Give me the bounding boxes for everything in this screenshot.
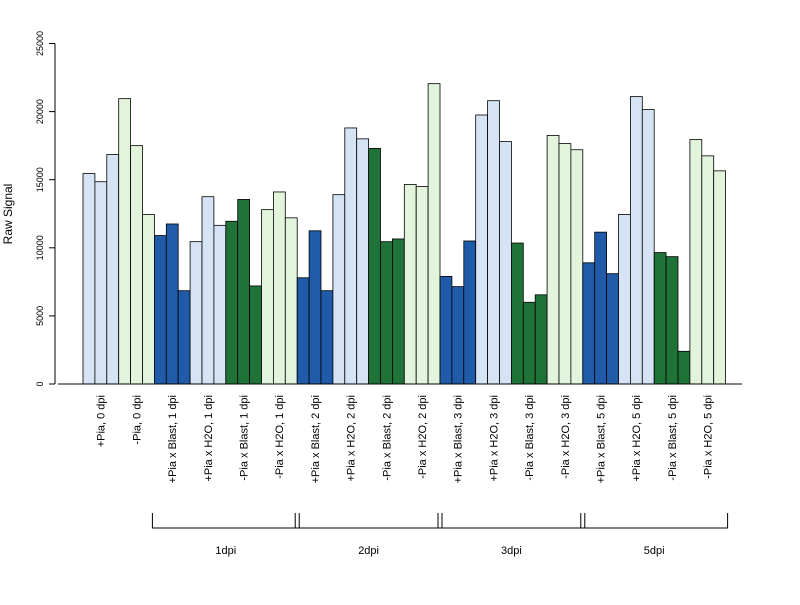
bar [594, 231, 608, 385]
bar [153, 235, 167, 385]
bar [510, 242, 524, 385]
x-category-label: +Pia x H2O, 5 dpi [631, 395, 643, 482]
x-tick-labels: +Pia, 0 dpi -Pia, 0 dpi +Pia x Blast, 1 dp… [96, 395, 715, 483]
x-category-label: -Pia x Blast, 5 dpi [667, 395, 679, 481]
bar [534, 294, 548, 385]
bar [677, 350, 691, 385]
bar [487, 100, 500, 385]
bar [641, 109, 655, 385]
bar [177, 290, 191, 385]
bars-layer [82, 83, 727, 385]
x-category-label: +Pia x Blast, 5 dpi [596, 395, 608, 483]
bar [344, 127, 358, 385]
bar [142, 214, 155, 385]
y-axis-title: Raw Signal [1, 184, 15, 245]
y-tick-label: 25000 [35, 31, 45, 56]
bar [499, 141, 512, 385]
bar [522, 301, 536, 385]
bar [225, 220, 239, 385]
bar [665, 256, 679, 385]
group-label: 5dpi [644, 545, 665, 557]
x-category-label: -Pia x Blast, 2 dpi [381, 395, 393, 481]
bar [106, 154, 120, 385]
y-ticks: 0 5000 10000 15000 20000 25000 [35, 31, 55, 387]
y-tick-label: 10000 [35, 235, 45, 260]
x-category-label: -Pia, 0 dpi [131, 395, 143, 445]
x-category-label: +Pia x Blast, 3 dpi [453, 395, 465, 483]
bar [403, 184, 417, 385]
x-category-label: -Pia x H2O, 2 dpi [417, 395, 429, 479]
bar [368, 147, 381, 385]
bar [201, 196, 215, 385]
bar [82, 173, 96, 385]
bar [439, 275, 453, 385]
bar [213, 224, 227, 385]
x-category-label: +Pia, 0 dpi [96, 395, 108, 447]
x-category-label: +Pia x Blast, 1 dpi [167, 395, 179, 483]
y-tick-label: 15000 [35, 167, 45, 192]
x-category-label: +Pia x H2O, 1 dpi [203, 395, 215, 482]
bar [118, 98, 131, 385]
group-label: 2dpi [358, 545, 379, 557]
bar [653, 252, 667, 385]
bar [618, 214, 631, 385]
x-category-label: +Pia x H2O, 2 dpi [346, 395, 358, 482]
group-label: 3dpi [501, 545, 522, 557]
bar [606, 273, 619, 385]
bar [320, 290, 334, 385]
bar [130, 145, 143, 385]
bar [689, 139, 703, 385]
bar [451, 286, 465, 385]
bar [261, 209, 274, 385]
bar [427, 83, 441, 385]
x-category-label: -Pia x H2O, 5 dpi [703, 395, 715, 479]
bar [701, 155, 715, 385]
bar [165, 223, 179, 385]
group-brackets: 1dpi 2dpi 3dpi 5dpi [151, 513, 729, 557]
bar [94, 181, 108, 385]
bar [582, 262, 596, 385]
bar [308, 230, 322, 385]
bar [237, 199, 250, 385]
bar [249, 285, 262, 385]
y-tick-label: 20000 [35, 99, 45, 124]
bar [630, 96, 643, 385]
bar [189, 241, 203, 385]
group-bracket [294, 513, 443, 529]
bar [296, 277, 310, 385]
x-category-label: -Pia x H2O, 3 dpi [560, 395, 572, 479]
x-category-label: -Pia x Blast, 3 dpi [524, 395, 536, 481]
group-label: 1dpi [215, 545, 236, 557]
bar [546, 135, 560, 385]
x-category-label: +Pia x H2O, 3 dpi [488, 395, 500, 482]
bar [570, 149, 584, 385]
bar [463, 240, 477, 385]
bar [284, 217, 298, 385]
bar [713, 170, 727, 385]
bar [332, 194, 346, 385]
bar [558, 143, 572, 385]
bar [272, 191, 286, 385]
bar [356, 138, 370, 385]
y-tick-label: 0 [35, 381, 45, 386]
x-category-label: +Pia x Blast, 2 dpi [310, 395, 322, 483]
axis-layer [54, 43, 742, 385]
group-bracket [437, 513, 586, 529]
x-category-label: -Pia x Blast, 1 dpi [239, 395, 251, 481]
group-bracket [580, 513, 729, 529]
bar [380, 241, 393, 385]
y-tick-label: 5000 [35, 306, 45, 326]
bar [391, 238, 405, 385]
bar [475, 114, 489, 385]
x-category-label: -Pia x H2O, 1 dpi [274, 395, 286, 479]
group-bracket [151, 513, 300, 529]
bar [415, 186, 429, 385]
